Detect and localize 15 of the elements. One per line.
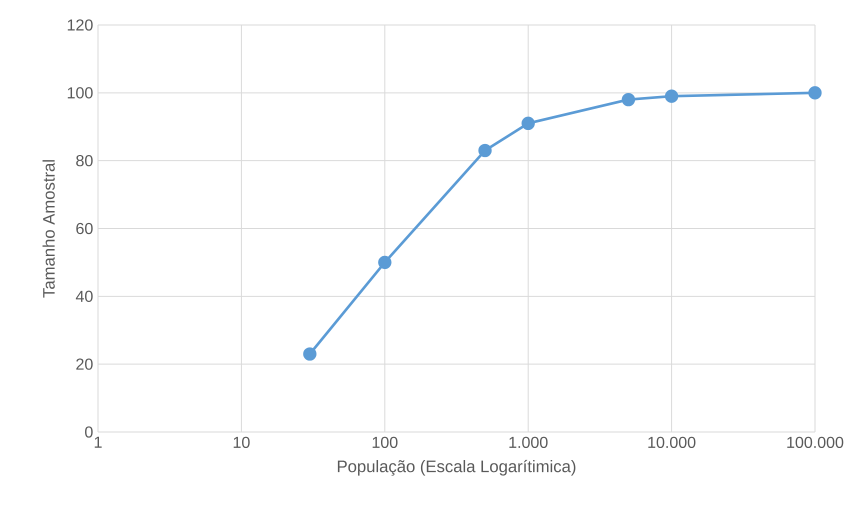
x-tick-label: 10 xyxy=(234,436,250,448)
y-tick-label: 80 xyxy=(76,155,93,166)
x-tick-label: 1.000 xyxy=(509,436,548,448)
x-tick-label: 10.000 xyxy=(648,436,696,448)
y-tick-label: 20 xyxy=(76,358,93,370)
y-tick-label: 100 xyxy=(68,87,93,98)
y-tick-label: 120 xyxy=(68,19,93,31)
x-axis-title: População (Escala Logarítimica) xyxy=(338,460,576,476)
x-tick-label: 1 xyxy=(94,436,102,448)
x-tick-label: 100 xyxy=(372,436,398,448)
x-tick-label: 100.000 xyxy=(787,436,844,448)
y-tick-label: 40 xyxy=(76,290,93,302)
y-tick-label: 60 xyxy=(76,222,93,234)
y-tick-label: 0 xyxy=(85,426,93,438)
y-axis-title: Tamanho Amostral xyxy=(42,160,55,298)
